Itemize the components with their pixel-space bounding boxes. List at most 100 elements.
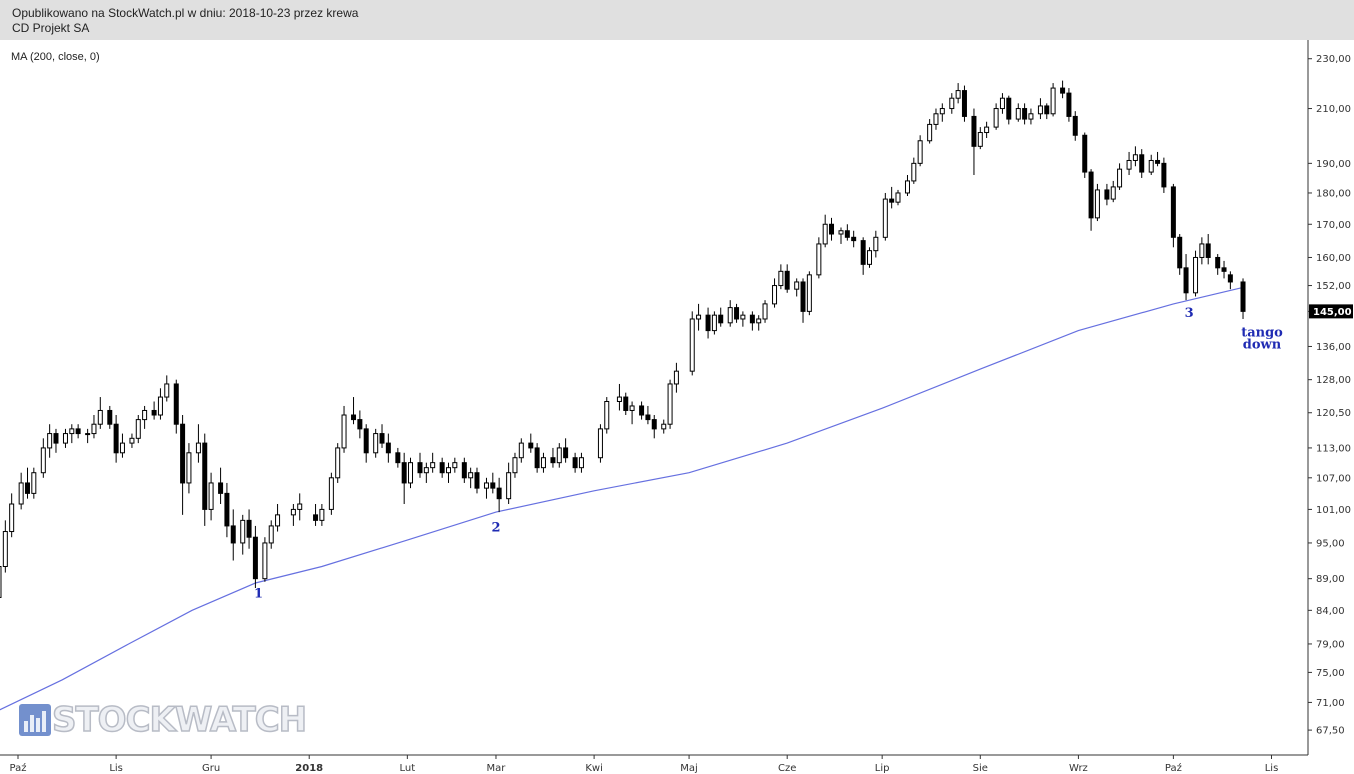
candle [705,307,711,339]
candle [319,504,325,526]
candle [445,462,451,483]
candle [506,462,512,505]
y-tick-label: 210,00 [1316,104,1351,115]
candle-body-up [984,126,990,134]
candle [119,433,125,458]
candle [1221,260,1227,279]
candle-body-down [1044,105,1050,115]
candle [373,428,379,458]
y-tick-label: 160,00 [1316,253,1351,264]
candle [468,467,474,489]
candle-body-up [882,198,888,238]
candle [518,438,524,463]
candle [31,467,37,499]
candle-body-up [1050,87,1056,115]
candle [772,278,778,308]
candle [252,525,258,588]
candle [395,447,401,468]
candle [1205,234,1211,265]
candle [1088,169,1094,231]
candle-body-up [604,400,610,430]
candle [1006,95,1012,125]
candle [40,438,46,478]
candle [895,189,901,206]
candle-body-down [474,472,480,489]
candle [1132,146,1138,167]
candle [1117,163,1123,190]
x-tick-label: Lip [875,763,890,774]
candle [740,311,746,327]
candle [357,410,363,439]
candle [784,264,790,293]
candle [461,457,467,483]
candle-body-down [1161,162,1167,188]
candle-body-up [1015,108,1021,120]
publication-info: Opublikowano na StockWatch.pl w dniu: 20… [12,6,359,20]
candle-body-up [119,442,125,454]
candle [69,424,75,444]
x-tick-label: Lut [400,763,416,774]
candle [756,315,762,331]
candle [917,135,923,167]
candle-body-up [822,223,828,245]
candle [2,520,8,573]
candle [1227,271,1233,290]
annotation-label: 2 [491,521,500,536]
candle [1094,183,1100,222]
candle [452,457,458,473]
y-tick-label: 136,00 [1316,342,1351,353]
candle [97,397,103,429]
candle-body-up [772,285,778,305]
candle [629,401,635,425]
candle-body-down [218,482,224,494]
annotation-label: tango [1241,325,1283,340]
candle-body-up [540,457,546,469]
candle [873,230,879,258]
candle [578,452,584,473]
candle-body-down [1022,108,1028,120]
candle [164,375,170,402]
candle-body-up [423,467,429,474]
candle [1022,103,1028,125]
candle-body-up [430,462,436,469]
candle [91,415,97,439]
y-tick-label: 152,00 [1316,281,1351,292]
candle-body-up [873,236,879,252]
candle-body-down [705,314,711,332]
y-tick-label: 95,00 [1316,538,1345,549]
candle [822,214,828,248]
candle [341,405,347,453]
candle [866,247,872,268]
candle [844,224,850,241]
candle [534,443,540,473]
candle [408,457,414,489]
candle [623,392,629,416]
candle [838,227,844,244]
candle-body-down [1205,243,1211,258]
candle [1082,132,1088,178]
candle-body-down [1177,236,1183,269]
candle-body-down [246,519,252,538]
candle [1072,111,1078,141]
candle-body-up [689,318,695,372]
candle-body-down [496,487,502,500]
candle-body-up [667,383,673,425]
candle [604,397,610,434]
candle-body-up [341,414,347,449]
candle [993,103,999,130]
candle-body-down [851,236,857,242]
candle [9,493,15,538]
candle-body-up [18,482,24,505]
candle-body-down [961,90,967,117]
candle [379,424,385,448]
candle [62,428,68,448]
candle-body-down [651,419,657,430]
y-tick-label: 128,00 [1316,375,1351,386]
candle [949,93,955,114]
candle-body-up [69,428,75,435]
candle-body-up [262,542,268,580]
candle [224,482,230,538]
chart-header: Opublikowano na StockWatch.pl w dniu: 20… [0,0,1354,40]
candle [157,388,163,420]
